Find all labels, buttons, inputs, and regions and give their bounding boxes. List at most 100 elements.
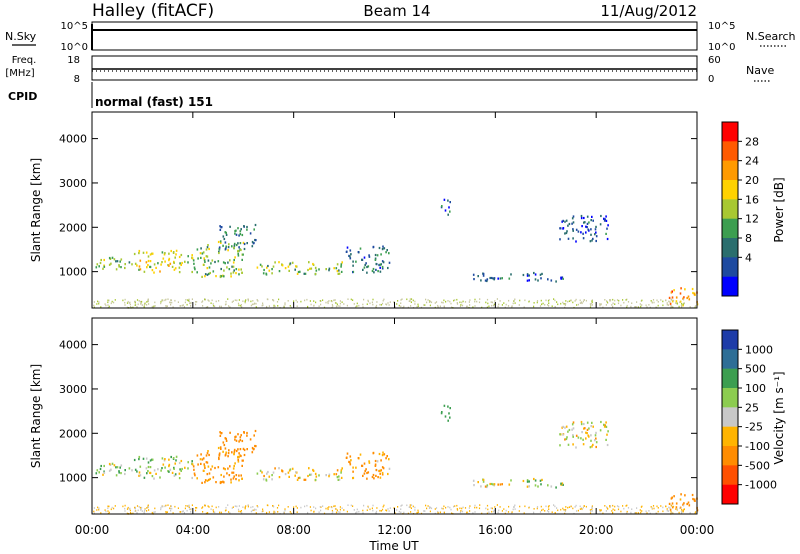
velocity-cell-region-1 [149, 459, 152, 462]
power-cell-region-1 [157, 262, 159, 265]
power-ground-clutter [547, 300, 550, 302]
velocity-cell-region-10 [669, 508, 672, 511]
power-ground-clutter [245, 299, 247, 301]
velocity-ground-clutter [107, 510, 109, 512]
power-cell-region-4 [287, 265, 290, 268]
velocity-cell-region-3 [238, 452, 240, 455]
velocity-ground-clutter [255, 508, 257, 511]
colorbar-label: 24 [745, 155, 759, 168]
power-ground-clutter [229, 306, 231, 308]
power-cell-region-7 [508, 277, 511, 280]
velocity-cell-region-3 [218, 452, 221, 455]
velocity-cell-region-5 [350, 459, 352, 462]
cpid-label: CPID [8, 90, 37, 103]
colorbar-swatch [722, 218, 738, 239]
velocity-cell-region-1 [174, 462, 176, 465]
nsky-label: N.Sky [5, 30, 37, 43]
velocity-ground-clutter [564, 510, 566, 512]
power-cell-region-1 [180, 253, 183, 257]
velocity-ground-clutter [459, 507, 461, 510]
power-ground-clutter [425, 298, 427, 301]
velocity-cell-region-5 [368, 460, 370, 463]
nsky-panel: N.Sky 10^5 10^0 10^5 10^0 N.Search [5, 21, 796, 53]
power-ground-clutter [371, 301, 373, 304]
velocity-cell-region-5 [381, 454, 384, 457]
velocity-ground-clutter [170, 505, 172, 507]
time-x-axis: 00:00 04:00 08:00 12:00 16:00 20:00 00:00 [75, 112, 714, 537]
power-cell-region-6 [447, 199, 449, 202]
power-cell-region-10 [687, 295, 690, 298]
velocity-ground-clutter [672, 512, 674, 515]
power-ground-clutter [141, 304, 143, 306]
power-cell-region-4 [271, 268, 273, 271]
power-cell-region-5 [379, 263, 381, 266]
power-ground-clutter [486, 298, 489, 301]
power-ground-clutter [694, 306, 696, 309]
power-cell-region-3 [243, 247, 246, 251]
power-ground-clutter [93, 304, 95, 307]
power-cell-region-1 [153, 263, 156, 266]
velocity-cell-region-1 [139, 474, 142, 477]
power-ground-clutter [640, 305, 642, 308]
power-cell-region-1 [170, 249, 172, 253]
power-ground-clutter [574, 300, 576, 302]
power-ground-clutter [238, 304, 240, 307]
power-cell-region-0 [115, 268, 118, 271]
power-cell-region-5 [380, 263, 382, 266]
velocity-ground-clutter [655, 512, 657, 515]
velocity-ground-clutter [666, 509, 668, 512]
power-cell-region-3 [222, 235, 225, 238]
velocity-cell-region-3 [237, 448, 239, 451]
power-ground-clutter [488, 305, 490, 308]
power-cell-region-2 [228, 243, 230, 246]
velocity-cell-region-9 [566, 436, 568, 439]
velocity-cell-region-2 [220, 481, 223, 484]
velocity-ground-clutter [276, 507, 279, 509]
velocity-cell-region-1 [159, 476, 161, 479]
velocity-cell-region-1 [146, 472, 148, 475]
power-ground-clutter [352, 299, 354, 301]
power-ground-clutter [144, 303, 146, 305]
power-ground-clutter [600, 303, 602, 305]
velocity-cell-region-4 [262, 478, 265, 481]
power-ground-clutter [639, 303, 641, 305]
power-ground-clutter [456, 303, 459, 305]
velocity-ground-clutter [207, 512, 209, 514]
power-ground-clutter [283, 305, 285, 308]
velocity-ground-clutter [672, 505, 675, 508]
velocity-ground-clutter [367, 506, 369, 509]
power-cell-region-4 [340, 265, 342, 268]
power-ground-clutter [412, 299, 414, 302]
velocity-cell-region-4 [314, 472, 317, 475]
power-cell-region-8 [540, 277, 542, 280]
colorbar-swatch [722, 388, 738, 408]
power-ground-clutter [138, 300, 140, 302]
velocity-cell-region-2 [203, 463, 205, 466]
power-cell-region-9 [572, 229, 574, 232]
velocity-ground-clutter [623, 507, 625, 510]
velocity-cell-region-5 [379, 476, 382, 479]
power-ground-clutter [134, 301, 136, 304]
power-ground-clutter [214, 305, 216, 308]
power-cell-region-1 [179, 262, 181, 265]
velocity-ground-clutter [486, 504, 489, 507]
power-ground-clutter [356, 305, 358, 307]
power-ground-clutter [416, 305, 418, 308]
velocity-cell-region-1 [151, 458, 154, 461]
colorbar-label: 12 [745, 213, 759, 226]
velocity-ground-clutter [212, 509, 214, 511]
velocity-ground-clutter [689, 512, 691, 514]
velocity-cell-region-2 [219, 481, 222, 485]
power-ground-clutter [656, 299, 658, 302]
y-tick-label: 4000 [59, 339, 87, 352]
power-ground-clutter [474, 305, 476, 307]
power-ground-clutter [182, 304, 184, 306]
velocity-cell-region-6 [441, 411, 443, 414]
velocity-ground-clutter [136, 512, 138, 514]
power-cell-region-8 [550, 279, 553, 282]
power-cell-region-1 [133, 252, 136, 256]
power-ground-clutter [496, 298, 498, 300]
power-ground-clutter [108, 299, 110, 302]
power-ground-clutter [501, 304, 503, 306]
